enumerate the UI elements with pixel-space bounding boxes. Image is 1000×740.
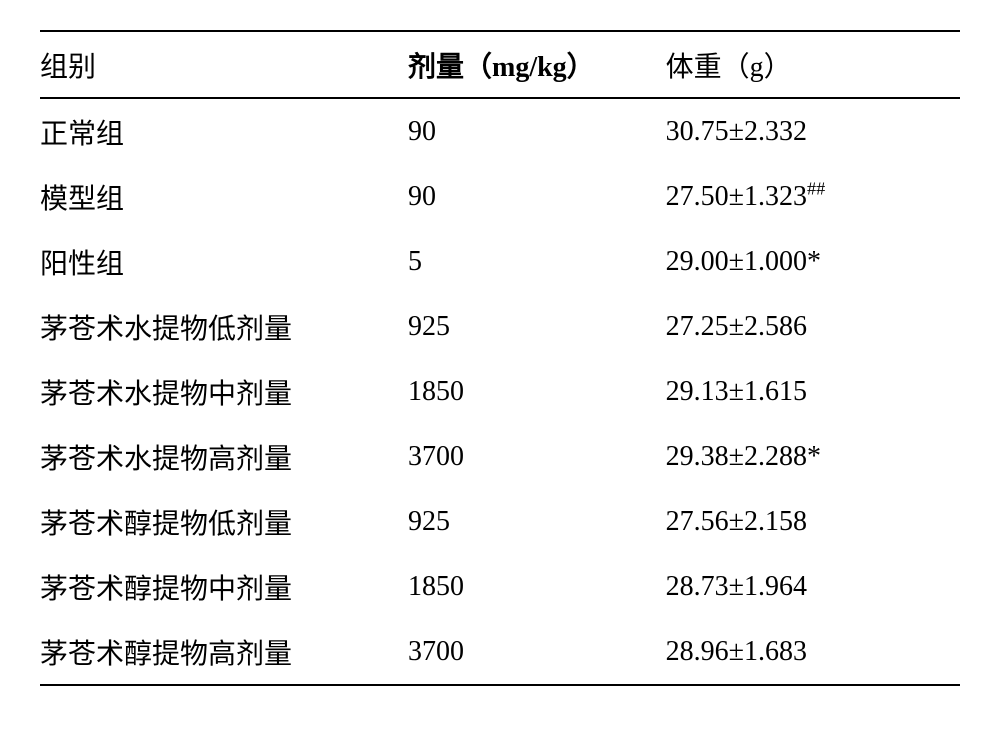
cell-dose: 1850 — [408, 359, 666, 424]
weight-value: 27.56±2.158 — [666, 506, 807, 537]
table-row: 茅苍术水提物低剂量 925 27.25±2.586 — [40, 294, 960, 359]
cell-weight: 27.50±1.323## — [666, 164, 960, 229]
cell-group: 茅苍术醇提物高剂量 — [40, 619, 408, 685]
weight-value: 29.38±2.288* — [666, 441, 821, 472]
table-row: 茅苍术醇提物低剂量 925 27.56±2.158 — [40, 489, 960, 554]
table-row: 茅苍术水提物中剂量 1850 29.13±1.615 — [40, 359, 960, 424]
weight-value: 29.13±1.615 — [666, 376, 807, 407]
cell-group: 茅苍术水提物中剂量 — [40, 359, 408, 424]
cell-dose: 925 — [408, 489, 666, 554]
page: 组别 剂量（mg/kg） 体重（g） 正常组 90 30.75±2.332 模型… — [0, 0, 1000, 740]
weight-value: 27.50±1.323 — [666, 181, 807, 212]
weight-value: 27.25±2.586 — [666, 311, 807, 342]
cell-dose: 1850 — [408, 554, 666, 619]
cell-group: 茅苍术醇提物中剂量 — [40, 554, 408, 619]
header-group: 组别 — [40, 31, 408, 98]
cell-group: 阳性组 — [40, 229, 408, 294]
weight-value: 29.00±1.000* — [666, 246, 821, 277]
table-row: 正常组 90 30.75±2.332 — [40, 98, 960, 164]
cell-group: 茅苍术水提物低剂量 — [40, 294, 408, 359]
cell-dose: 3700 — [408, 619, 666, 685]
cell-weight: 29.00±1.000* — [666, 229, 960, 294]
cell-weight: 30.75±2.332 — [666, 98, 960, 164]
weight-superscript: ## — [807, 178, 825, 198]
table-row: 阳性组 5 29.00±1.000* — [40, 229, 960, 294]
header-dose: 剂量（mg/kg） — [408, 31, 666, 98]
cell-group: 模型组 — [40, 164, 408, 229]
cell-weight: 29.38±2.288* — [666, 424, 960, 489]
data-table: 组别 剂量（mg/kg） 体重（g） 正常组 90 30.75±2.332 模型… — [40, 30, 960, 686]
cell-group: 茅苍术醇提物低剂量 — [40, 489, 408, 554]
cell-dose: 90 — [408, 164, 666, 229]
cell-group: 茅苍术水提物高剂量 — [40, 424, 408, 489]
table-row: 茅苍术醇提物中剂量 1850 28.73±1.964 — [40, 554, 960, 619]
weight-value: 30.75±2.332 — [666, 116, 807, 147]
cell-weight: 29.13±1.615 — [666, 359, 960, 424]
weight-value: 28.96±1.683 — [666, 636, 807, 667]
cell-dose: 5 — [408, 229, 666, 294]
header-weight: 体重（g） — [666, 31, 960, 98]
cell-dose: 90 — [408, 98, 666, 164]
cell-dose: 3700 — [408, 424, 666, 489]
cell-weight: 27.56±2.158 — [666, 489, 960, 554]
table-row: 茅苍术醇提物高剂量 3700 28.96±1.683 — [40, 619, 960, 685]
table-header-row: 组别 剂量（mg/kg） 体重（g） — [40, 31, 960, 98]
weight-value: 28.73±1.964 — [666, 571, 807, 602]
cell-weight: 28.96±1.683 — [666, 619, 960, 685]
cell-dose: 925 — [408, 294, 666, 359]
table-body: 正常组 90 30.75±2.332 模型组 90 27.50±1.323## … — [40, 98, 960, 685]
table-row: 茅苍术水提物高剂量 3700 29.38±2.288* — [40, 424, 960, 489]
table-row: 模型组 90 27.50±1.323## — [40, 164, 960, 229]
cell-weight: 28.73±1.964 — [666, 554, 960, 619]
cell-group: 正常组 — [40, 98, 408, 164]
cell-weight: 27.25±2.586 — [666, 294, 960, 359]
